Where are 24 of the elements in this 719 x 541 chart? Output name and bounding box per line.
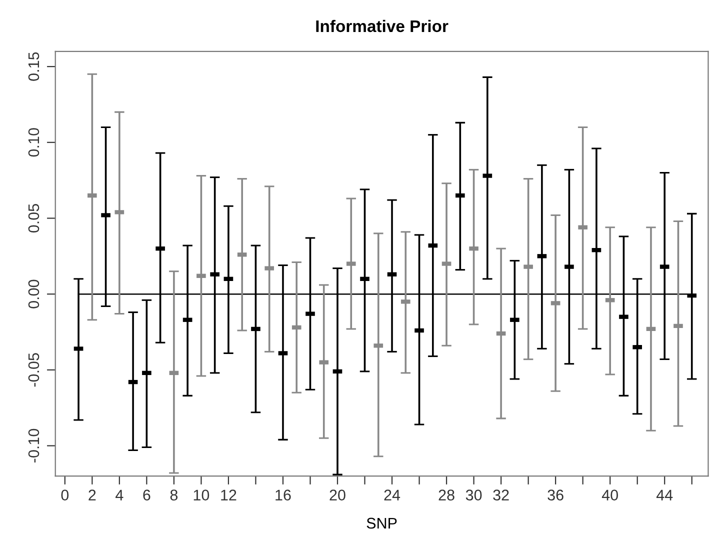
x-tick-label: 36 [548, 490, 564, 500]
y-tick-label: 0.05 [28, 204, 40, 233]
y-tick-label: 0.15 [28, 52, 40, 81]
chart-title: Informative Prior [316, 20, 448, 32]
x-tick-label: 10 [194, 490, 210, 500]
x-tick-label: 12 [221, 490, 236, 500]
x-tick-label: 6 [143, 490, 150, 500]
y-tick-label: 0.10 [28, 128, 40, 157]
x-tick-label: 28 [438, 490, 454, 500]
x-tick-label: 0 [61, 490, 69, 500]
x-tick-label: 8 [170, 490, 178, 500]
y-tick-label: 0.00 [28, 280, 40, 308]
x-tick-label: 44 [656, 490, 673, 500]
y-tick-label: -0.05 [28, 353, 40, 387]
x-tick-label: 24 [384, 490, 400, 500]
x-tick-label: 20 [330, 490, 346, 500]
x-tick-label: 40 [602, 490, 618, 500]
x-tick-label: 4 [116, 490, 124, 500]
x-tick-label: 2 [88, 490, 96, 500]
y-tick-label: -0.10 [28, 428, 40, 462]
x-axis-title: SNP [366, 518, 397, 529]
x-tick-label: 32 [493, 490, 509, 500]
x-tick-label: 30 [466, 490, 482, 500]
x-tick-label: 16 [276, 490, 291, 500]
